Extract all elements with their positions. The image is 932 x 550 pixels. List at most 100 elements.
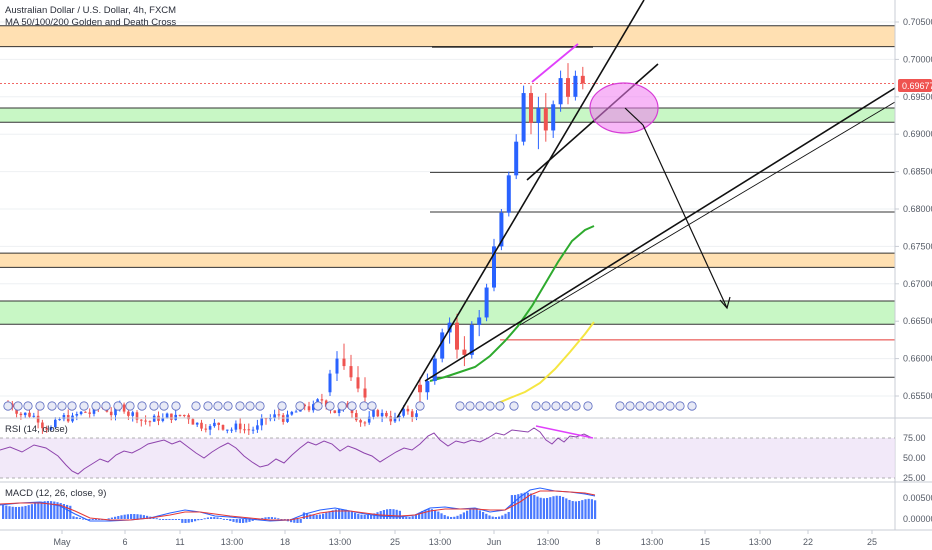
event-marker-icon[interactable] <box>415 401 425 411</box>
event-marker-icon[interactable] <box>113 401 123 411</box>
event-marker-icon[interactable] <box>615 401 625 411</box>
candle-body <box>54 419 57 428</box>
event-marker-icon[interactable] <box>675 401 685 411</box>
candle-body <box>372 410 375 417</box>
macd-bar <box>210 517 213 519</box>
candle-body <box>36 415 40 423</box>
event-marker-icon[interactable] <box>313 401 323 411</box>
candle-body <box>425 381 430 393</box>
event-marker-icon[interactable] <box>91 401 101 411</box>
event-marker-icon[interactable] <box>571 401 581 411</box>
candle-body <box>208 426 212 430</box>
candle-body <box>355 413 358 421</box>
macd-bar <box>46 501 49 519</box>
event-marker-icon[interactable] <box>35 401 45 411</box>
event-marker-icon[interactable] <box>655 401 665 411</box>
event-marker-icon[interactable] <box>531 401 541 411</box>
macd-bar <box>523 492 526 519</box>
event-marker-icon[interactable] <box>625 401 635 411</box>
candle-body <box>543 108 548 131</box>
time-tick-label: 13:00 <box>329 537 352 547</box>
candle-body <box>127 411 130 416</box>
candle-body <box>19 413 23 416</box>
candle-body <box>514 141 519 176</box>
event-marker-icon[interactable] <box>687 401 697 411</box>
event-marker-icon[interactable] <box>159 401 169 411</box>
event-marker-icon[interactable] <box>541 401 551 411</box>
macd-bar <box>213 517 216 519</box>
event-marker-icon[interactable] <box>551 401 561 411</box>
event-marker-icon[interactable] <box>171 401 181 411</box>
event-marker-icon[interactable] <box>295 401 305 411</box>
event-marker-icon[interactable] <box>583 401 593 411</box>
candle-body <box>432 358 437 382</box>
candle-body <box>32 415 36 417</box>
event-marker-icon[interactable] <box>3 401 13 411</box>
event-marker-icon[interactable] <box>337 401 347 411</box>
event-marker-icon[interactable] <box>645 401 655 411</box>
candle-body <box>389 416 392 422</box>
event-marker-icon[interactable] <box>13 401 23 411</box>
rsi-panel[interactable]: RSI (14, close) 75.00 50.00 25.00 <box>0 417 932 483</box>
event-marker-icon[interactable] <box>101 401 111 411</box>
event-marker-icon[interactable] <box>561 401 571 411</box>
event-marker-icon[interactable] <box>137 401 147 411</box>
event-marker-icon[interactable] <box>495 401 505 411</box>
candle-body <box>529 93 533 123</box>
candle-body <box>238 423 242 430</box>
event-marker-icon[interactable] <box>125 401 135 411</box>
event-marker-icon[interactable] <box>79 401 89 411</box>
macd-bar <box>238 519 241 523</box>
event-marker-icon[interactable] <box>245 401 255 411</box>
event-marker-icon[interactable] <box>277 401 287 411</box>
macd-tick-label: 0.00000 <box>903 514 932 524</box>
macd-bar <box>382 510 385 519</box>
event-marker-icon[interactable] <box>67 401 77 411</box>
event-marker-icon[interactable] <box>367 401 377 411</box>
event-marker-icon[interactable] <box>57 401 67 411</box>
event-marker-icon[interactable] <box>203 401 213 411</box>
candle-body <box>337 409 341 413</box>
candle-body <box>45 428 48 430</box>
event-marker-icon[interactable] <box>235 401 245 411</box>
macd-bar <box>110 517 113 519</box>
event-marker-icon[interactable] <box>509 401 519 411</box>
event-marker-icon[interactable] <box>455 401 465 411</box>
event-marker-icon[interactable] <box>635 401 645 411</box>
event-marker-icon[interactable] <box>475 401 485 411</box>
event-marker-icon[interactable] <box>665 401 675 411</box>
time-tick-label: May <box>53 537 71 547</box>
macd-bar <box>581 500 584 519</box>
candle-body <box>328 373 332 393</box>
macd-bar <box>139 514 142 519</box>
time-axis[interactable]: May 6 11 13:00 18 13:00 25 13:00 Jun 13:00 8 13:00 1… <box>0 529 932 547</box>
event-marker-icon[interactable] <box>47 401 57 411</box>
macd-bar <box>98 519 101 520</box>
price-panel[interactable] <box>0 0 896 436</box>
macd-bar <box>350 511 353 519</box>
event-marker-icon[interactable] <box>23 401 33 411</box>
macd-bar <box>264 517 267 519</box>
macd-bar <box>587 498 590 519</box>
event-marker-icon[interactable] <box>223 401 233 411</box>
event-marker-icon[interactable] <box>325 401 335 411</box>
event-marker-icon[interactable] <box>347 401 357 411</box>
macd-bar <box>82 518 85 520</box>
macd-bar <box>501 515 504 519</box>
candle-body <box>122 404 126 412</box>
candle-body <box>200 422 203 429</box>
event-marker-icon[interactable] <box>191 401 201 411</box>
event-marker-icon[interactable] <box>255 401 265 411</box>
price-zones <box>0 25 895 325</box>
resistance-zone <box>0 253 895 268</box>
event-marker-icon[interactable] <box>465 401 475 411</box>
event-marker-icon[interactable] <box>213 401 223 411</box>
event-marker-icon[interactable] <box>359 401 369 411</box>
macd-bar <box>219 517 222 519</box>
event-marker-icon[interactable] <box>149 401 159 411</box>
event-marker-icon[interactable] <box>485 401 495 411</box>
